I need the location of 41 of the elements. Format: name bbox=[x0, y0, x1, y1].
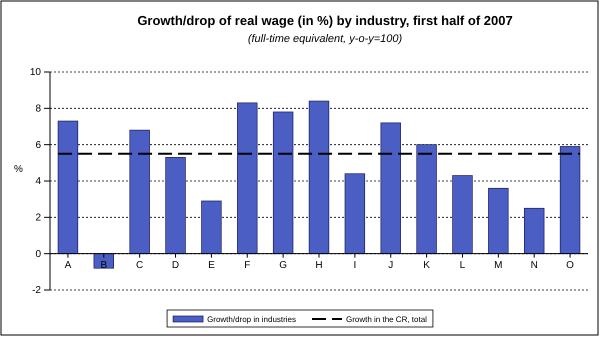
bar bbox=[560, 146, 580, 254]
x-tick-label: C bbox=[136, 260, 144, 271]
bar bbox=[129, 130, 150, 254]
chart-title: Growth/drop of real wage (in %) by industry, first half of 2007 bbox=[137, 13, 513, 28]
y-tick-label: 10 bbox=[30, 67, 42, 78]
y-tick-label: 8 bbox=[35, 104, 42, 115]
x-tick-label: L bbox=[460, 260, 466, 271]
y-axis-title: % bbox=[14, 164, 23, 175]
y-tick-label: 6 bbox=[35, 140, 42, 151]
bar bbox=[58, 120, 78, 254]
bar bbox=[165, 157, 186, 254]
x-tick-label: G bbox=[279, 260, 288, 271]
x-tick-label: E bbox=[208, 260, 216, 271]
bar bbox=[272, 112, 294, 254]
bar bbox=[237, 102, 258, 254]
y-tick-label: -2 bbox=[32, 285, 42, 296]
legend-label: Growth in the CR, total bbox=[346, 315, 428, 324]
x-tick-label: F bbox=[244, 260, 250, 271]
x-tick-label: A bbox=[64, 260, 72, 271]
x-tick-label: N bbox=[530, 260, 538, 271]
bar bbox=[201, 200, 222, 254]
bar bbox=[488, 188, 509, 254]
x-tick-label: K bbox=[423, 260, 430, 271]
chart-subtitle: (full-time equivalent, y-o-y=100) bbox=[248, 33, 403, 45]
bar bbox=[416, 144, 437, 254]
x-tick-label: O bbox=[566, 260, 574, 271]
bar bbox=[308, 100, 330, 254]
bar bbox=[380, 122, 401, 254]
bar bbox=[452, 175, 473, 254]
x-tick-label: B bbox=[100, 260, 108, 271]
x-tick-label: I bbox=[353, 260, 356, 271]
bar bbox=[524, 208, 544, 254]
y-tick-label: 2 bbox=[35, 212, 42, 224]
legend-label: Growth/drop in industries bbox=[207, 315, 296, 324]
y-tick-label: 4 bbox=[35, 176, 42, 188]
y-tick-label: 0 bbox=[35, 248, 42, 260]
x-tick-label: M bbox=[494, 260, 503, 271]
x-tick-label: H bbox=[315, 260, 323, 271]
x-tick-label: J bbox=[388, 260, 394, 271]
bar bbox=[344, 173, 366, 254]
x-tick-label: D bbox=[172, 260, 180, 271]
